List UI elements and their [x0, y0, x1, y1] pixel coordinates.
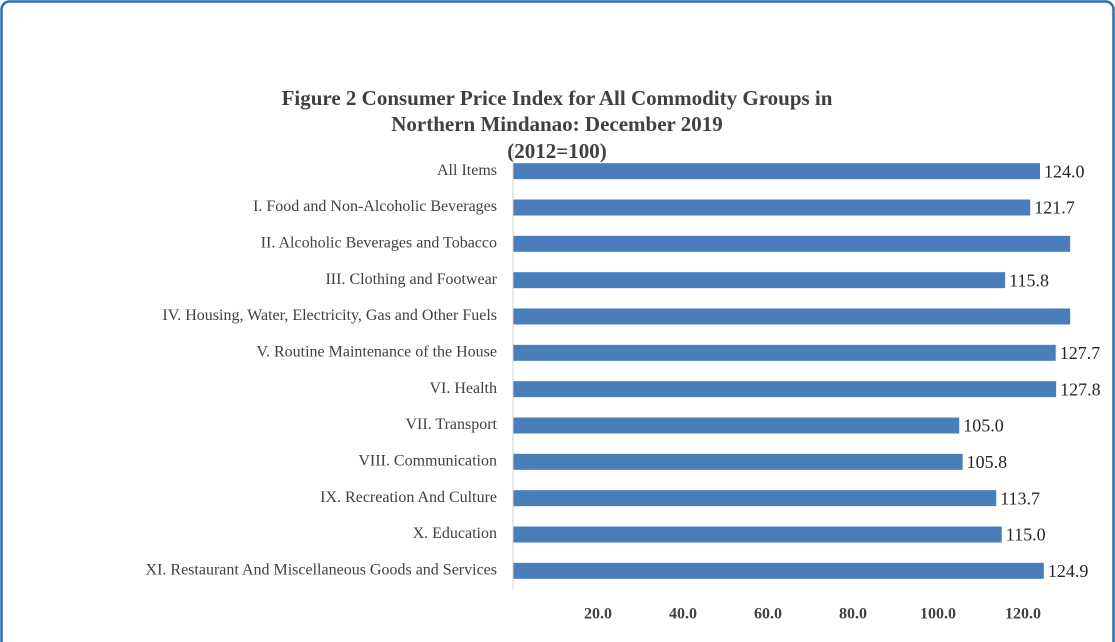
data-label: 105.8 — [967, 452, 1008, 472]
y-tick-label: I. Food and Non-Alcoholic Beverages — [253, 198, 497, 215]
chart-title: Figure 2 Consumer Price Index for All Co… — [282, 86, 833, 110]
y-tick-label: III. Clothing and Footwear — [325, 271, 497, 288]
data-label: 121.7 — [1034, 198, 1075, 218]
x-tick-label: 40.0 — [669, 606, 697, 623]
y-tick-label: VI. Health — [429, 380, 497, 397]
bar — [513, 344, 1056, 361]
y-tick-label: XI. Restaurant And Miscellaneous Goods a… — [146, 562, 497, 579]
y-tick-label: V. Routine Maintenance of the House — [256, 344, 497, 361]
data-label: 127.7 — [1060, 343, 1101, 363]
y-tick-label: II. Alcoholic Beverages and Tobacco — [261, 235, 497, 252]
x-tick-label: 20.0 — [584, 606, 612, 623]
bar — [513, 526, 1002, 543]
bar — [513, 272, 1006, 289]
data-label: 113.7 — [1000, 488, 1040, 508]
x-tick-label: 80.0 — [839, 606, 867, 623]
bar — [513, 199, 1031, 216]
x-tick-label: 120.0 — [1005, 606, 1041, 623]
data-label: 105.0 — [963, 416, 1004, 436]
bar — [513, 562, 1044, 579]
bar — [513, 308, 1071, 325]
bar — [513, 381, 1057, 398]
chart-title: (2012=100) — [507, 139, 606, 163]
data-label: 127.8 — [1060, 379, 1101, 399]
bar — [513, 453, 963, 470]
data-label: 115.8 — [1009, 270, 1049, 290]
data-label: 124.9 — [1048, 561, 1089, 581]
bar — [513, 235, 1071, 252]
bar — [513, 163, 1040, 180]
data-label: 124.0 — [1044, 161, 1085, 181]
y-tick-label: X. Education — [413, 525, 497, 542]
y-tick-label: VIII. Communication — [358, 453, 497, 470]
bar — [513, 490, 997, 507]
data-label: 115.0 — [1006, 525, 1046, 545]
bar — [513, 417, 960, 434]
y-tick-label: All Items — [437, 162, 497, 179]
x-tick-label: 60.0 — [754, 606, 782, 623]
chart-title: Northern Mindanao: December 2019 — [391, 112, 722, 136]
y-tick-label: IX. Recreation And Culture — [320, 489, 497, 506]
y-tick-label: VII. Transport — [405, 416, 497, 433]
y-tick-label: IV. Housing, Water, Electricity, Gas and… — [162, 307, 497, 324]
x-tick-label: 100.0 — [920, 606, 956, 623]
